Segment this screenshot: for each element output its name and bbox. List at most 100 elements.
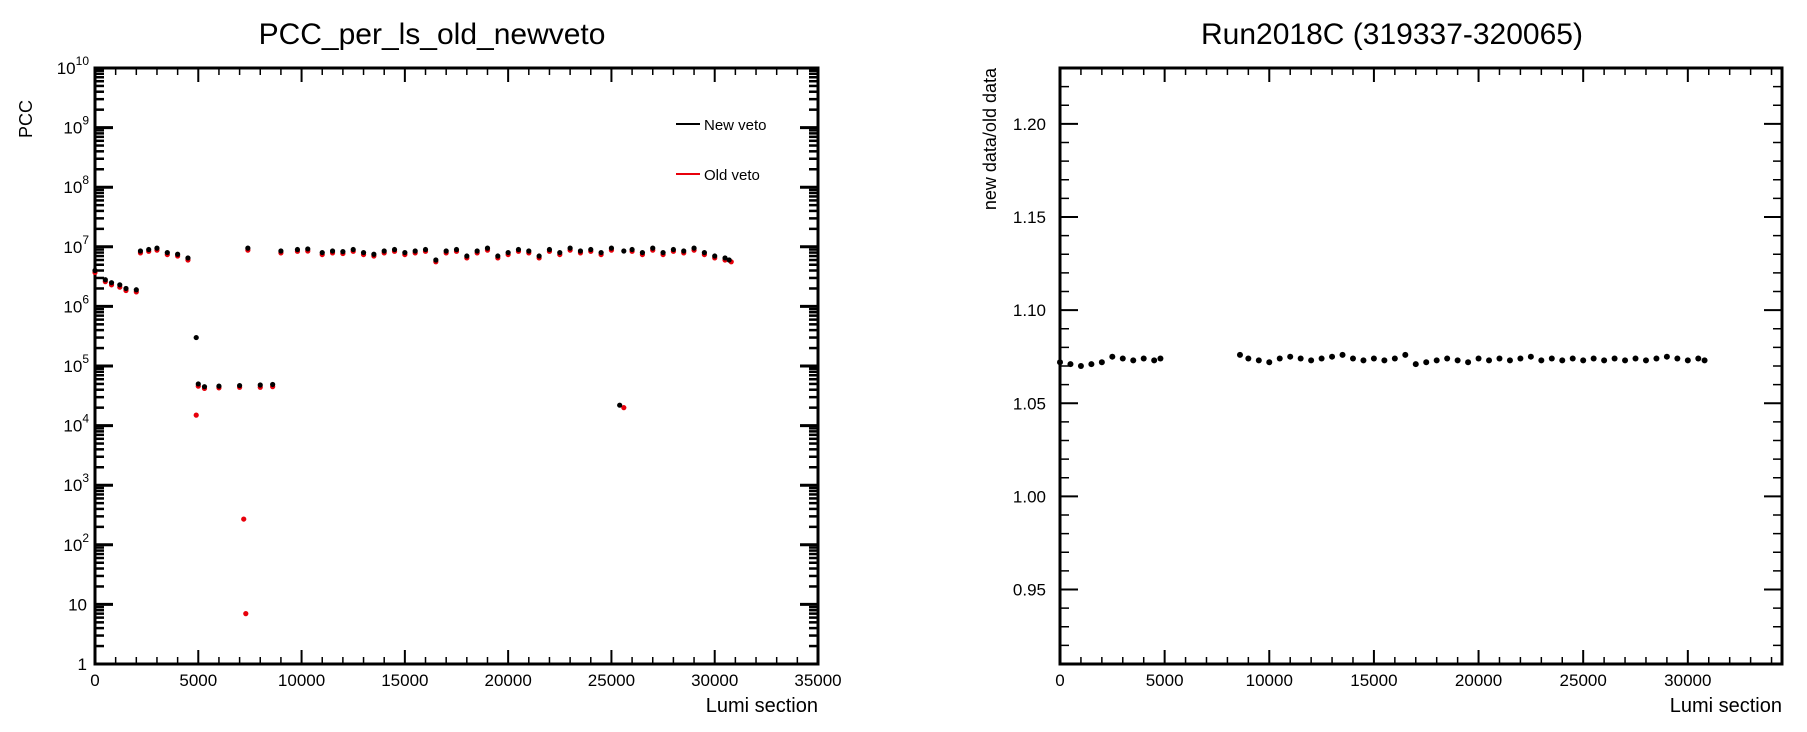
left-y-tick-label: 105 xyxy=(63,352,89,376)
left-marker-new-veto xyxy=(154,245,160,251)
right-marker-ratio xyxy=(1109,353,1116,360)
right-marker-ratio xyxy=(1506,357,1513,364)
left-marker-new-veto xyxy=(433,257,439,263)
right-marker-ratio xyxy=(1349,355,1356,362)
right-marker-ratio xyxy=(1538,357,1545,364)
left-marker-new-veto xyxy=(175,251,181,257)
left-marker-new-veto xyxy=(117,282,123,288)
right-y-tick-label: 1.20 xyxy=(1013,115,1046,134)
right-marker-ratio xyxy=(1527,353,1534,360)
left-marker-new-veto xyxy=(201,384,208,390)
left-marker-new-veto xyxy=(412,248,418,254)
right-marker-ratio xyxy=(1245,355,1252,362)
left-marker-new-veto xyxy=(270,381,276,388)
left-x-tick-label: 0 xyxy=(90,671,99,690)
left-x-tick-label: 15000 xyxy=(381,671,428,690)
left-marker-new-veto xyxy=(505,249,511,256)
right-marker-ratio xyxy=(1444,355,1451,362)
right-marker-ratio xyxy=(1569,355,1576,362)
left-marker-new-veto xyxy=(92,267,98,274)
left-marker-new-veto xyxy=(278,248,284,254)
left-chart-markers xyxy=(92,245,734,617)
left-marker-new-veto xyxy=(453,246,460,253)
left-marker-new-veto xyxy=(195,381,201,387)
right-x-tick-label: 0 xyxy=(1055,671,1064,690)
left-marker-new-veto xyxy=(608,245,615,251)
left-marker-new-veto xyxy=(340,249,346,255)
left-y-tick-label: 103 xyxy=(63,471,89,495)
right-x-tick-label: 10000 xyxy=(1246,671,1293,690)
right-y-tick-label: 0.95 xyxy=(1013,581,1046,600)
right-marker-ratio xyxy=(1465,359,1472,366)
right-marker-ratio xyxy=(1318,355,1325,362)
right-marker-ratio xyxy=(1370,355,1377,362)
right-x-tick-label: 5000 xyxy=(1146,671,1184,690)
left-marker-new-veto xyxy=(245,245,251,251)
right-marker-ratio xyxy=(1653,355,1660,362)
left-y-tick-label: 10 xyxy=(68,595,87,614)
right-marker-ratio xyxy=(1475,355,1482,362)
right-marker-ratio xyxy=(1622,357,1629,364)
right-marker-ratio xyxy=(1157,355,1164,362)
right-x-tick-label: 15000 xyxy=(1350,671,1397,690)
left-marker-new-veto xyxy=(329,248,336,254)
left-marker-new-veto xyxy=(474,248,480,254)
left-marker-new-veto xyxy=(515,246,522,253)
left-chart-frame xyxy=(93,66,820,666)
left-marker-new-veto xyxy=(495,253,501,259)
left-marker-new-veto xyxy=(660,249,666,256)
left-marker-new-veto xyxy=(422,246,429,253)
right-marker-ratio xyxy=(1130,357,1137,364)
right-y-tick-label: 1.05 xyxy=(1013,394,1046,413)
right-marker-ratio xyxy=(1067,361,1074,368)
left-y-tick-label: 108 xyxy=(63,173,89,197)
right-marker-ratio xyxy=(1098,359,1105,366)
left-marker-new-veto xyxy=(391,246,398,253)
left-marker-new-veto xyxy=(588,246,594,253)
right-marker-ratio xyxy=(1077,363,1084,369)
right-chart-frame xyxy=(1058,66,1784,666)
left-marker-old-veto xyxy=(243,611,249,617)
left-marker-new-veto xyxy=(621,248,627,254)
left-marker-new-veto xyxy=(726,257,732,263)
right-marker-ratio xyxy=(1297,355,1304,362)
right-chart-markers xyxy=(1057,351,1708,369)
left-marker-new-veto xyxy=(137,248,144,254)
left-marker-new-veto xyxy=(216,383,222,389)
left-marker-new-veto xyxy=(464,253,470,259)
left-marker-new-veto xyxy=(193,334,199,341)
left-chart-title: PCC_per_ls_old_newveto xyxy=(259,18,606,51)
left-marker-new-veto xyxy=(691,245,697,251)
left-marker-new-veto xyxy=(650,245,656,251)
left-chart-x-axis-label: Lumi section xyxy=(706,695,818,717)
right-marker-ratio xyxy=(1601,357,1608,364)
right-marker-ratio xyxy=(1402,351,1409,358)
left-marker-new-veto xyxy=(294,246,301,253)
left-y-tick-label: 107 xyxy=(63,233,89,257)
right-marker-ratio xyxy=(1287,353,1294,360)
right-marker-ratio xyxy=(1632,355,1639,362)
right-marker-ratio xyxy=(1412,361,1419,368)
left-marker-new-veto xyxy=(443,248,449,254)
right-y-tick-label: 1.10 xyxy=(1013,301,1046,320)
left-marker-new-veto xyxy=(237,382,243,389)
right-marker-ratio xyxy=(1496,355,1503,362)
right-x-tick-label: 30000 xyxy=(1664,671,1711,690)
left-marker-new-veto xyxy=(526,248,532,254)
left-marker-new-veto xyxy=(123,285,129,292)
left-y-tick-label: 102 xyxy=(63,531,89,555)
left-marker-new-veto xyxy=(536,253,542,259)
left-marker-new-veto xyxy=(360,249,367,256)
right-marker-ratio xyxy=(1663,353,1670,360)
right-marker-ratio xyxy=(1642,357,1649,364)
right-marker-ratio xyxy=(1381,357,1388,364)
right-marker-ratio xyxy=(1454,357,1461,364)
left-marker-new-veto xyxy=(108,280,115,286)
right-y-tick-label: 1.00 xyxy=(1013,487,1046,506)
right-marker-ratio xyxy=(1276,355,1283,362)
left-marker-new-veto xyxy=(598,249,604,256)
left-marker-old-veto xyxy=(241,516,247,522)
left-x-tick-label: 30000 xyxy=(691,671,738,690)
right-y-tick-label: 1.15 xyxy=(1013,208,1046,227)
right-marker-ratio xyxy=(1423,359,1430,366)
